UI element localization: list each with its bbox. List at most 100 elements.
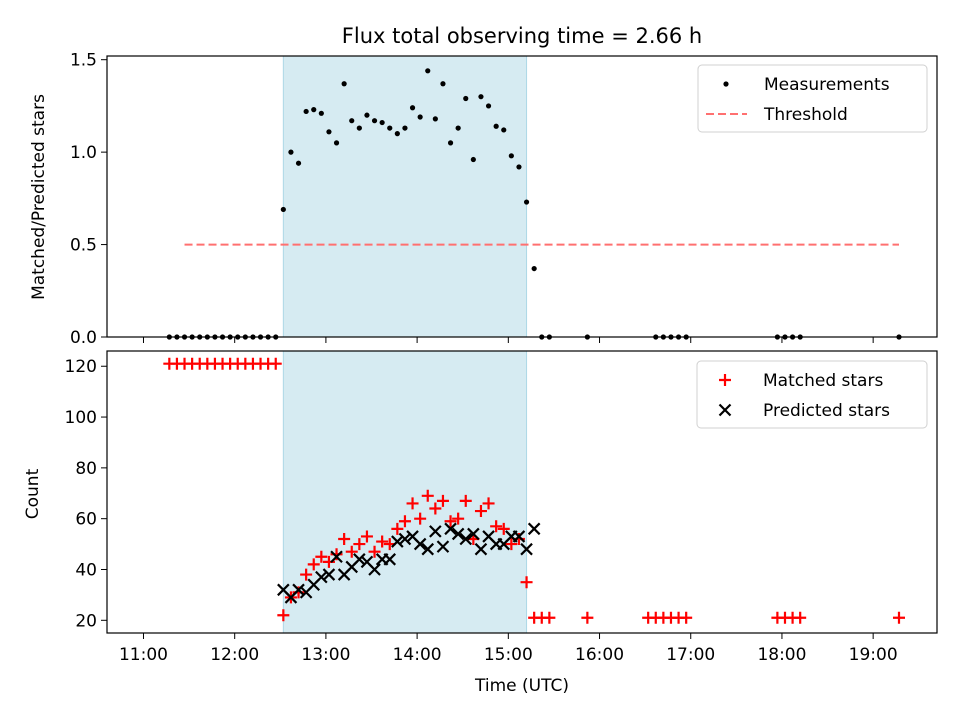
matched-point (581, 611, 594, 624)
chart-title: Flux total observing time = 2.66 h (342, 24, 702, 48)
x-tick-label: 17:00 (666, 645, 715, 665)
y-tick-label: 1.0 (70, 143, 97, 163)
matched-point (459, 494, 472, 507)
observing-window-span (282, 350, 528, 634)
matched-point (391, 522, 404, 535)
y-tick-label: 60 (75, 510, 97, 530)
predicted-point (413, 537, 427, 551)
predicted-point (292, 583, 305, 597)
matched-point (680, 611, 693, 624)
predicted-point (451, 527, 465, 541)
measurement-point (470, 156, 476, 163)
series-predicted-stars (277, 522, 541, 604)
measurement-point (295, 160, 302, 166)
measurement-point (425, 68, 431, 74)
measurement-point (493, 123, 499, 129)
predicted-point (353, 553, 366, 566)
predicted-point (421, 542, 435, 556)
y-tick-label: 0.0 (70, 328, 97, 348)
measurement-point (432, 116, 438, 122)
matched-point (497, 522, 510, 535)
measurement-point (394, 131, 400, 137)
legend: Measurements Threshold (697, 64, 928, 133)
measurement-point (447, 140, 454, 146)
x-tick-label: 11:00 (119, 645, 168, 665)
legend-label: Matched stars (763, 371, 883, 391)
y-tick-label: 40 (75, 560, 97, 580)
series-matched-stars (163, 357, 905, 624)
legend-box (697, 64, 928, 133)
predicted-point (459, 532, 473, 546)
measurement-point (485, 103, 492, 109)
measurement-point (516, 164, 522, 170)
y-tick-label: 20 (75, 611, 97, 631)
bottom-panel: Count Time (UTC) 20 40 60 80 100 120 11:00 12:0… (23, 350, 938, 696)
measurement-point (409, 105, 416, 111)
matched-point (345, 545, 358, 558)
x-tick-label: 18:00 (757, 645, 806, 665)
predicted-point (391, 535, 404, 548)
predicted-point (368, 563, 381, 576)
measurement-point (501, 127, 507, 133)
measurement-point (402, 125, 408, 131)
y-tick-label: 80 (75, 459, 97, 479)
matched-point (490, 520, 503, 533)
matched-point (444, 515, 457, 528)
predicted-point (322, 568, 336, 581)
y-tick-label: 1.5 (70, 51, 97, 71)
x-tick-label: 15:00 (484, 645, 533, 665)
matched-point (505, 538, 518, 551)
measurement-point (356, 125, 362, 131)
legend-label: Measurements (764, 75, 890, 95)
bottom-y-axis-label: Count (23, 468, 43, 519)
predicted-point (383, 553, 397, 566)
top-panel: Flux total observing time = 2.66 h Match… (29, 24, 938, 348)
top-y-axis-label: Matched/Predicted stars (29, 94, 49, 300)
measurement-point (311, 107, 317, 113)
measurement-point (531, 265, 537, 272)
matched-point (338, 533, 351, 545)
matched-point (543, 611, 556, 624)
matched-point (406, 497, 419, 510)
predicted-point (436, 540, 450, 553)
observing-window-span (282, 55, 528, 338)
measurement-point (333, 140, 340, 146)
matched-point (360, 530, 373, 543)
x-tick-label: 16:00 (575, 645, 624, 665)
predicted-point (429, 525, 442, 538)
legend-label: Threshold (763, 105, 848, 125)
predicted-point (467, 527, 480, 541)
measurement-point (379, 119, 385, 126)
plot-frame (106, 350, 938, 634)
measurement-point (288, 149, 294, 155)
measurement-point (303, 108, 309, 115)
matched-point (421, 489, 434, 502)
matched-point (474, 505, 487, 518)
legend-marker (719, 374, 731, 386)
measurement-point (463, 95, 469, 102)
matched-point (277, 609, 290, 622)
x-tick-label: 19:00 (849, 645, 898, 665)
matched-point (892, 611, 905, 624)
measurement-point (280, 206, 286, 213)
legend-marker (718, 403, 732, 417)
y-tick-label: 0.5 (70, 236, 97, 256)
matched-point (315, 550, 328, 563)
x-tick-label: 12:00 (210, 645, 259, 665)
predicted-point (398, 532, 412, 546)
measurement-point (523, 199, 530, 205)
measurement-point (371, 118, 378, 124)
predicted-point (444, 522, 457, 536)
matched-point (414, 512, 427, 525)
measurement-point (326, 129, 332, 135)
predicted-point (512, 530, 526, 543)
matched-point (429, 502, 442, 515)
plot-frame (106, 55, 938, 338)
predicted-point (474, 542, 488, 556)
x-tick-label: 13:00 (301, 645, 350, 665)
predicted-point (330, 550, 343, 564)
legend: Matched stars Predicted stars (696, 360, 928, 429)
matched-point (452, 512, 465, 525)
legend-box (696, 360, 928, 429)
